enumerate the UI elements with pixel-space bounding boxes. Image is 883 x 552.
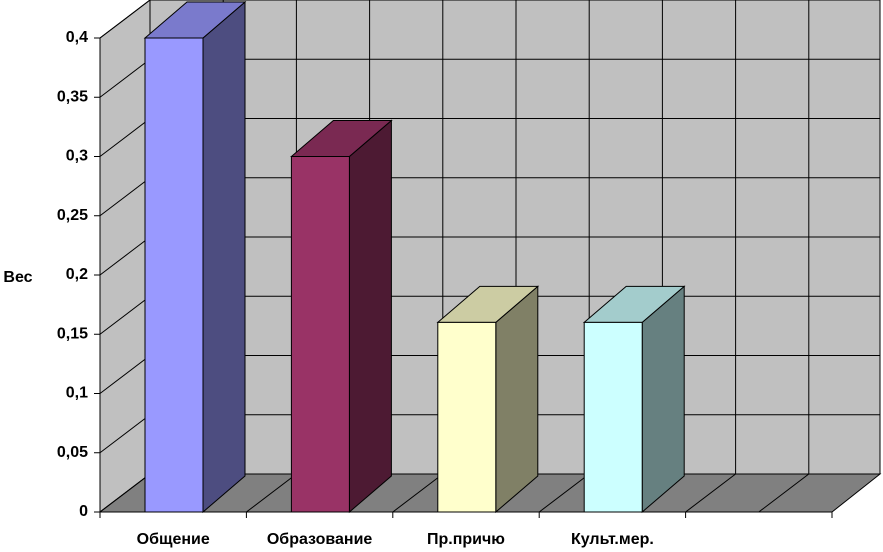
x-tick-label: Культ.мер. [571,531,654,548]
floor-line [538,473,590,513]
y-tick-label: 0 [79,503,88,520]
y-tick-label: 0,4 [66,29,88,46]
bar-side [641,285,685,514]
floor-line [392,473,444,513]
y-tick-label: 0,3 [66,148,88,165]
y-tick-label: 0,2 [66,266,88,283]
y-tick-label: 0,1 [66,385,88,402]
floor-line [758,473,810,513]
y-tick-label: 0,15 [57,325,88,342]
bar-side [495,285,539,514]
x-tick-label: Общение [137,531,210,548]
y-axis-label: Вес [3,269,32,286]
floor-line [685,473,736,513]
bar-side [348,119,392,514]
x-tick-label: Пр.причю [427,531,505,548]
bar [437,321,497,513]
x-tick-label: Образование [267,531,373,548]
bar [290,156,350,513]
y-tick-label: 0,35 [57,88,88,105]
bar [144,37,204,513]
bar-side [202,0,246,514]
floor-line [246,473,297,513]
y-tick-label: 0,25 [57,207,88,224]
grid-line [99,0,880,39]
bar [583,321,643,513]
y-tick-label: 0,05 [57,444,88,461]
